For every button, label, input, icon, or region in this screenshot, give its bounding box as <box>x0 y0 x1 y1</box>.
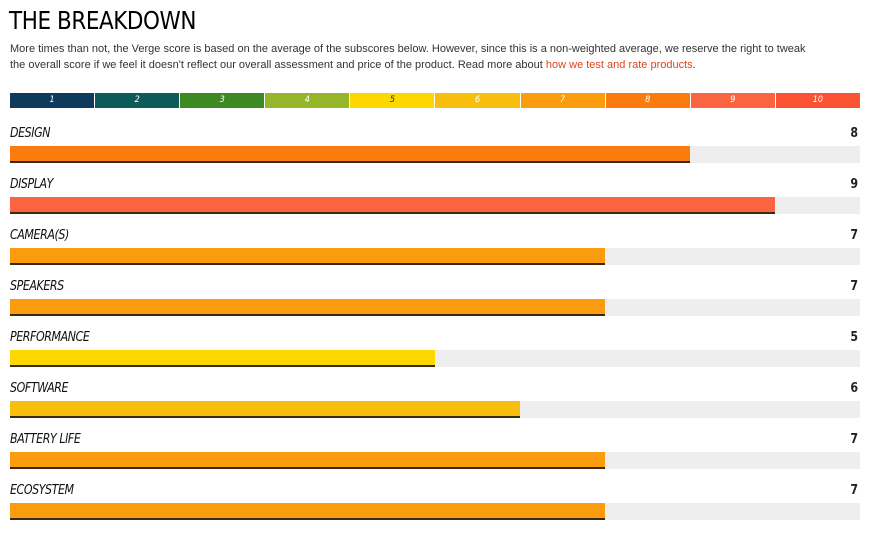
category-label: CAMERA(S) <box>10 228 69 243</box>
category-label: BATTERY LIFE <box>10 432 81 447</box>
score-bar-track <box>10 401 860 418</box>
category-label: PERFORMANCE <box>10 330 90 345</box>
intro-end: . <box>692 59 696 71</box>
breakdown-row: CAMERA(S) 7 <box>10 228 860 268</box>
scale-segment-6: 6 <box>435 93 520 108</box>
score-bar-fill <box>10 452 605 469</box>
score-bar-fill <box>10 248 605 265</box>
scale-segment-7: 7 <box>520 93 605 108</box>
score-bar-fill <box>10 350 435 367</box>
scale-segment-10: 10 <box>775 93 860 108</box>
score-bar-track <box>10 248 860 265</box>
intro-paragraph: More times than not, the Verge score is … <box>10 41 810 73</box>
category-score: 7 <box>850 432 858 447</box>
category-label: SPEAKERS <box>10 279 64 294</box>
score-bar-track <box>10 146 860 163</box>
category-score: 7 <box>850 279 858 294</box>
category-score: 8 <box>850 126 858 141</box>
scale-segment-4: 4 <box>265 93 350 108</box>
score-bar-track <box>10 503 860 520</box>
scale-segment-9: 9 <box>690 93 775 108</box>
score-bar-fill <box>10 197 775 214</box>
category-score: 9 <box>850 177 858 192</box>
scale-segment-5: 5 <box>350 93 435 108</box>
score-bar-track <box>10 197 860 214</box>
score-bar-fill <box>10 401 520 418</box>
breakdown-row: BATTERY LIFE 7 <box>10 432 860 472</box>
score-bar-track <box>10 452 860 469</box>
score-scale: 1 2 3 4 5 6 7 8 9 10 <box>10 93 860 108</box>
scale-segment-8: 8 <box>605 93 690 108</box>
breakdown-row: ECOSYSTEM 7 <box>10 483 860 523</box>
score-bar-track <box>10 299 860 316</box>
scale-segment-2: 2 <box>95 93 180 108</box>
score-bar-track <box>10 350 860 367</box>
category-score: 5 <box>850 330 858 345</box>
category-score: 7 <box>850 228 858 243</box>
breakdown-row: DISPLAY 9 <box>10 177 860 217</box>
breakdown-row: SOFTWARE 6 <box>10 381 860 421</box>
category-score: 7 <box>850 483 858 498</box>
breakdown-row: PERFORMANCE 5 <box>10 330 860 370</box>
how-we-test-link[interactable]: how we test and rate products <box>545 59 693 71</box>
section-title: THE BREAKDOWN <box>9 6 197 35</box>
scale-segment-3: 3 <box>180 93 265 108</box>
breakdown-row: SPEAKERS 7 <box>10 279 860 319</box>
category-label: ECOSYSTEM <box>10 483 74 498</box>
score-bar-fill <box>10 299 605 316</box>
intro-text: More times than not, the Verge score is … <box>10 43 806 71</box>
category-label: DESIGN <box>10 126 51 141</box>
score-bar-fill <box>10 503 605 520</box>
scale-segment-1: 1 <box>10 93 95 108</box>
category-score: 6 <box>850 381 858 396</box>
breakdown-row: DESIGN 8 <box>10 126 860 166</box>
score-bar-fill <box>10 146 690 163</box>
category-label: SOFTWARE <box>10 381 69 396</box>
category-label: DISPLAY <box>10 177 53 192</box>
